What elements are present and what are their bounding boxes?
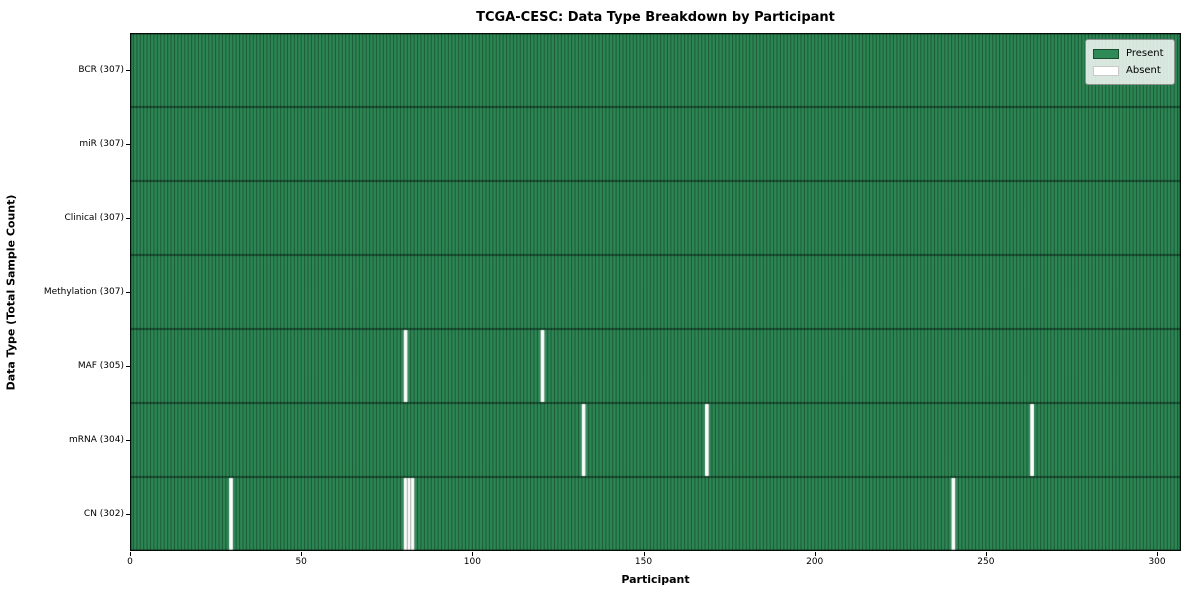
x-tick-label: 250: [977, 557, 995, 567]
x-tick-label: 300: [1148, 557, 1166, 567]
heatmap-plot-area: [130, 33, 1181, 551]
y-tick-label-CN: CN (302): [83, 509, 124, 519]
legend-entry-present: Present: [1093, 45, 1167, 62]
legend-label-absent: Absent: [1126, 65, 1161, 76]
y-tick-mark: [126, 514, 130, 515]
x-axis-label: Participant: [621, 573, 690, 586]
x-tick-label: 50: [295, 557, 307, 567]
x-tick-label: 0: [127, 557, 133, 567]
y-tick-mark: [126, 366, 130, 367]
x-tick-mark: [130, 552, 131, 556]
present-swatch-icon: [1093, 48, 1119, 59]
y-tick-label-MAF: MAF (305): [77, 361, 124, 371]
legend-label-present: Present: [1126, 48, 1164, 59]
y-tick-label-Methylation: Methylation (307): [43, 287, 124, 297]
legend-entry-absent: Absent: [1093, 62, 1167, 79]
x-tick-mark: [643, 552, 645, 556]
x-tick-mark: [985, 552, 987, 556]
x-tick-mark: [472, 552, 474, 556]
y-tick-mark: [126, 70, 130, 71]
y-tick-label-miR: miR (307): [79, 139, 124, 149]
x-tick-label: 150: [634, 557, 653, 567]
y-tick-mark: [126, 292, 130, 293]
x-tick-mark: [814, 552, 816, 556]
x-tick-label: 200: [806, 557, 824, 567]
x-tick-label: 100: [463, 557, 481, 567]
y-tick-mark: [126, 144, 130, 145]
absent-swatch-icon: [1093, 65, 1119, 76]
y-tick-mark: [126, 218, 130, 219]
y-tick-label-mRNA: mRNA (304): [69, 435, 124, 445]
x-tick-mark: [1157, 552, 1159, 556]
y-tick-label-Clinical: Clinical (307): [64, 213, 124, 223]
y-tick-mark: [126, 440, 130, 441]
legend: Present Absent: [1085, 39, 1175, 85]
chart-title: TCGA-CESC: Data Type Breakdown by Partic…: [476, 10, 835, 25]
y-axis-label: Data Type (Total Sample Count): [4, 194, 18, 391]
x-tick-mark: [301, 552, 303, 556]
y-tick-label-BCR: BCR (307): [78, 65, 124, 75]
